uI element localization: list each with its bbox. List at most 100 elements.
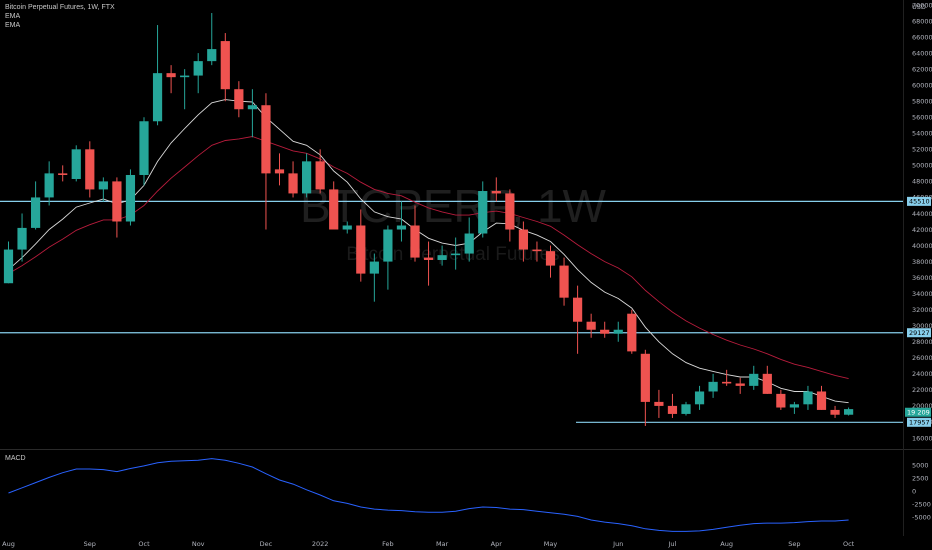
candle-body xyxy=(789,404,799,408)
candle[interactable] xyxy=(288,161,298,198)
candle-body xyxy=(803,391,813,405)
candle[interactable] xyxy=(518,221,528,262)
candle[interactable] xyxy=(98,177,108,202)
macd-legend[interactable]: MACD xyxy=(5,455,26,462)
candle[interactable] xyxy=(3,241,14,284)
candle[interactable] xyxy=(559,257,569,306)
price-tick-label: 50000 xyxy=(912,162,932,170)
candle[interactable] xyxy=(667,393,678,418)
price-tick-label: 62000 xyxy=(912,65,932,73)
price-axis[interactable]: USD 160001800020000220002400026000280003… xyxy=(912,1,932,442)
ema-legend-1[interactable]: EMA xyxy=(5,13,21,20)
candle[interactable] xyxy=(640,349,650,426)
time-tick-label: May xyxy=(544,540,558,548)
candle[interactable] xyxy=(586,313,596,338)
candle[interactable] xyxy=(464,217,474,262)
candle[interactable] xyxy=(166,65,176,94)
candle[interactable] xyxy=(681,401,691,416)
price-tick-label: 66000 xyxy=(912,33,932,41)
candle[interactable] xyxy=(329,181,339,230)
candle[interactable] xyxy=(180,69,190,110)
candle[interactable] xyxy=(44,161,54,206)
price-tick-label: 70000 xyxy=(912,1,932,9)
candle[interactable] xyxy=(261,93,271,230)
candle[interactable] xyxy=(234,81,244,118)
candle-body xyxy=(329,189,339,230)
last-price-tag xyxy=(905,407,931,417)
candle[interactable] xyxy=(830,405,840,418)
candle[interactable] xyxy=(708,373,718,398)
time-tick-label: Jul xyxy=(668,540,677,548)
candle-body xyxy=(342,225,352,230)
candle[interactable] xyxy=(478,181,488,238)
candle[interactable] xyxy=(247,89,257,138)
candle[interactable] xyxy=(816,385,827,410)
candle[interactable] xyxy=(58,165,68,182)
candle[interactable] xyxy=(207,13,217,66)
candle[interactable] xyxy=(71,145,81,182)
price-tick-label: 36000 xyxy=(912,274,932,282)
candle-body xyxy=(464,233,474,254)
candle[interactable] xyxy=(31,181,41,230)
candle[interactable] xyxy=(505,189,515,242)
candle[interactable] xyxy=(17,213,27,262)
candle[interactable] xyxy=(600,321,610,338)
candle[interactable] xyxy=(532,241,542,262)
candle-body xyxy=(694,391,705,405)
candle[interactable] xyxy=(410,205,420,262)
price-tick-label: 34000 xyxy=(912,290,932,298)
candle[interactable] xyxy=(396,201,407,242)
candle[interactable] xyxy=(776,389,786,410)
candle[interactable] xyxy=(844,407,854,416)
candle[interactable] xyxy=(220,33,230,102)
candle[interactable] xyxy=(694,385,705,410)
candle[interactable] xyxy=(274,153,285,186)
time-tick-label: Sep xyxy=(84,540,96,548)
candle[interactable] xyxy=(139,117,149,186)
candle[interactable] xyxy=(302,153,312,198)
candle-body xyxy=(302,161,312,194)
ema-fast-path xyxy=(8,99,849,404)
candle-body xyxy=(369,261,379,274)
candle-body xyxy=(207,49,217,62)
candle[interactable] xyxy=(545,245,556,278)
candle[interactable] xyxy=(789,401,799,414)
candle[interactable] xyxy=(437,245,447,266)
candle[interactable] xyxy=(491,177,501,202)
candle[interactable] xyxy=(803,385,813,410)
candle[interactable] xyxy=(749,365,759,390)
candle[interactable] xyxy=(193,53,203,94)
price-tick-label: 44000 xyxy=(912,210,932,218)
symbol-title[interactable]: Bitcoin Perpetual Futures, 1W, FTX xyxy=(5,4,115,11)
time-axis[interactable]: Aug Sep Oct Nov Dec 2022 Feb Mar Apr May Jun Jul Aug… xyxy=(2,540,855,548)
candlestick-series[interactable] xyxy=(3,13,854,426)
candle[interactable] xyxy=(356,209,366,282)
candle[interactable] xyxy=(627,309,637,354)
candle[interactable] xyxy=(654,389,664,418)
candle-body xyxy=(17,227,27,250)
candle[interactable] xyxy=(369,253,379,302)
candle[interactable] xyxy=(383,225,393,290)
candle-body xyxy=(505,193,515,230)
candle[interactable] xyxy=(423,241,434,286)
time-tick-label: Dec xyxy=(260,540,273,548)
candle[interactable] xyxy=(112,177,122,238)
candle[interactable] xyxy=(152,25,163,126)
candle[interactable] xyxy=(315,149,325,194)
candle[interactable] xyxy=(762,365,772,394)
candle-body xyxy=(830,409,840,415)
candle[interactable] xyxy=(613,321,623,342)
candle[interactable] xyxy=(735,377,745,394)
candle-body xyxy=(180,75,190,78)
candle[interactable] xyxy=(125,169,136,226)
horizontal-levels[interactable] xyxy=(0,200,903,423)
ema-legend-2[interactable]: EMA xyxy=(5,22,21,29)
candle-body xyxy=(586,321,596,330)
candle[interactable] xyxy=(573,285,583,354)
candle[interactable] xyxy=(85,141,95,198)
candle[interactable] xyxy=(342,221,352,234)
candle[interactable] xyxy=(722,369,732,386)
candle-body xyxy=(844,409,854,415)
candle[interactable] xyxy=(451,237,461,270)
